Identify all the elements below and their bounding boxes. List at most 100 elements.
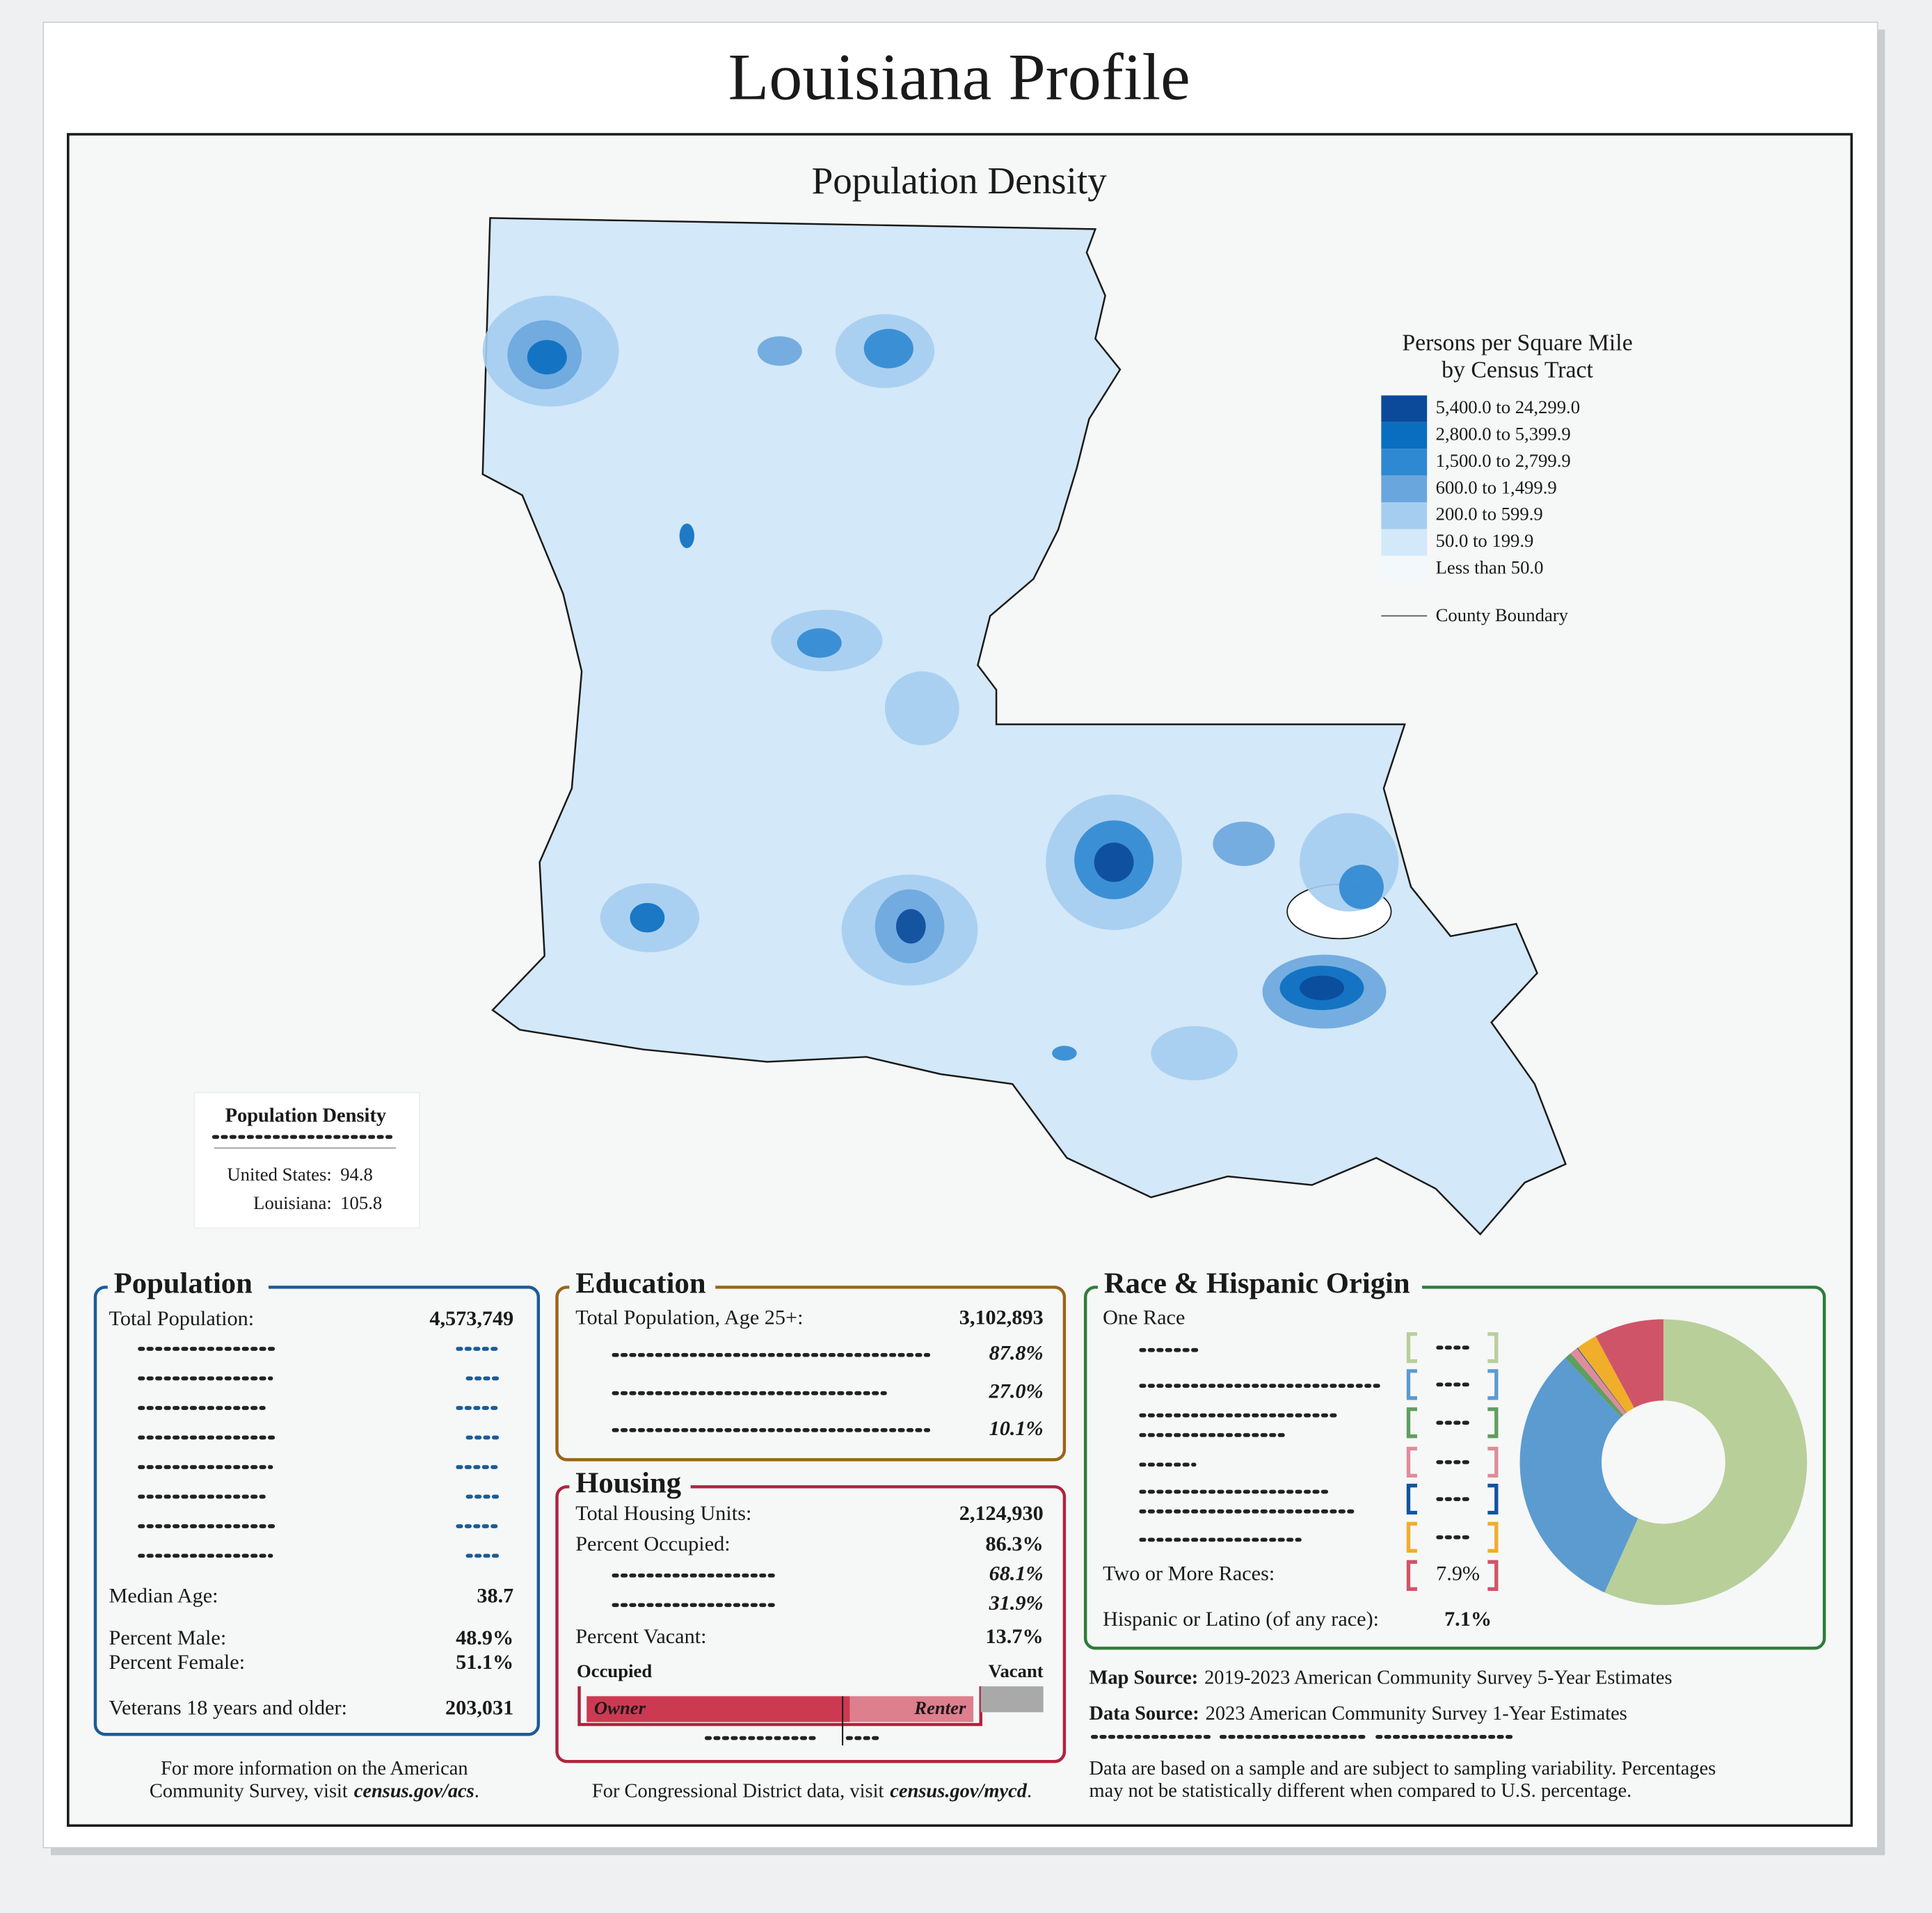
source-text: Data Source: 2023 American Community Surv… <box>1089 1702 1627 1724</box>
legend-swatch <box>1381 502 1428 529</box>
row-label: Total Population, Age 25+: <box>575 1305 803 1329</box>
section-box <box>555 1286 1067 1462</box>
text-part: Community Survey, visit <box>150 1780 348 1802</box>
text-part: Map Source: <box>1089 1667 1199 1688</box>
text-part: . <box>474 1780 479 1802</box>
legend-label: 5,400.0 to 24,299.0 <box>1436 397 1580 417</box>
text-part: . <box>1027 1780 1032 1802</box>
row-value: 203,031 <box>445 1696 513 1720</box>
section-title: Housing <box>575 1466 681 1499</box>
legend-label: Less than 50.0 <box>1436 557 1544 578</box>
bar-label: Occupied <box>577 1660 652 1681</box>
text-part: census.gov/acs <box>354 1780 474 1802</box>
density-label: Louisiana: <box>253 1192 332 1213</box>
section-box <box>93 1286 541 1736</box>
renter-bar <box>849 1696 974 1722</box>
donut-segment <box>1576 1347 1627 1414</box>
legend-label: 50.0 to 199.9 <box>1436 530 1534 551</box>
bracket <box>1406 1369 1499 1400</box>
row-label: Percent Occupied: <box>575 1532 730 1555</box>
legend-label: 2,800.0 to 5,399.9 <box>1436 423 1571 444</box>
legend-swatch <box>1381 555 1428 583</box>
density-area <box>1052 1046 1077 1061</box>
bracket <box>1406 1446 1499 1478</box>
legend-label: 1,500.0 to 2,799.9 <box>1436 450 1571 471</box>
legend-swatch <box>1381 395 1428 422</box>
title-backing <box>569 1466 691 1505</box>
row-value: 31.9% <box>989 1591 1044 1615</box>
donut-segment <box>1570 1348 1627 1416</box>
row-value: 13.7% <box>986 1624 1044 1648</box>
row-value: 68.1% <box>989 1562 1044 1585</box>
density-box <box>193 1091 420 1229</box>
row-value: 51.1% <box>456 1650 513 1674</box>
row-value: 48.9% <box>456 1626 513 1649</box>
row-value: 27.0% <box>989 1379 1044 1403</box>
text-part: Data Source: <box>1089 1702 1199 1724</box>
legend-title: by Census Tract <box>1442 358 1593 383</box>
title-backing <box>569 1267 716 1305</box>
bracket <box>1406 1560 1499 1591</box>
section-title: Education <box>575 1267 706 1300</box>
legend-swatch <box>1381 449 1428 476</box>
row-label: Total Population: <box>109 1306 255 1330</box>
row-label: Median Age: <box>109 1584 218 1608</box>
occupied-bracket <box>577 1686 982 1727</box>
row-value: 10.1% <box>989 1416 1044 1440</box>
legend-label: 200.0 to 599.9 <box>1436 504 1543 525</box>
density-area <box>895 909 926 944</box>
row-value: 3,102,893 <box>959 1305 1044 1329</box>
section-box <box>555 1485 1067 1763</box>
section-title: Population <box>114 1267 253 1300</box>
row-value: 86.3% <box>986 1532 1044 1555</box>
donut-segment <box>1577 1336 1634 1413</box>
donut-segment <box>1604 1319 1807 1606</box>
row-label: Total Housing Units: <box>575 1501 751 1525</box>
text-part: census.gov/mycd <box>890 1780 1027 1802</box>
note-text: Data are based on a sample and are subje… <box>1089 1758 1716 1779</box>
title-backing <box>107 1267 269 1305</box>
row-label: Hispanic or Latino (of any race): <box>1103 1607 1379 1631</box>
bracket <box>1406 1332 1499 1363</box>
section-title: Race & Hispanic Origin <box>1104 1267 1410 1300</box>
density-area <box>1094 842 1134 882</box>
note-text: may not be statistically different when … <box>1089 1780 1632 1802</box>
density-area <box>1213 822 1275 866</box>
density-value: 94.8 <box>340 1164 373 1185</box>
bar-label: Vacant <box>989 1660 1044 1681</box>
bracket <box>1406 1407 1499 1439</box>
text-part: For Congressional District data, visit <box>592 1780 884 1802</box>
row-value: 7.9% <box>1436 1562 1480 1585</box>
bracket <box>1406 1521 1499 1553</box>
bar-label: Owner <box>594 1697 646 1718</box>
density-area <box>1339 865 1384 909</box>
legend-label: County Boundary <box>1436 605 1569 625</box>
density-area <box>757 336 802 366</box>
footer-text: For Congressional District data, visit ce… <box>592 1780 1032 1802</box>
source-text: Map Source: 2019-2023 American Community … <box>1089 1667 1672 1688</box>
bracket <box>1406 1483 1499 1515</box>
density-area <box>527 339 567 375</box>
section-box <box>1083 1286 1826 1650</box>
density-label: United States: <box>227 1164 331 1185</box>
row-value: 4,573,749 <box>429 1306 513 1330</box>
row-label: Veterans 18 years and older: <box>109 1696 347 1720</box>
row-value: 2,124,930 <box>959 1501 1044 1525</box>
owner-bar <box>586 1696 850 1722</box>
density-area <box>679 523 695 548</box>
donut-segment <box>1519 1357 1638 1593</box>
density-title: Population Density <box>225 1105 387 1127</box>
density-value: 105.8 <box>340 1192 382 1213</box>
text-part: 2019-2023 American Community Survey 5-Ye… <box>1204 1667 1672 1688</box>
row-value: 7.1% <box>1444 1607 1492 1631</box>
donut-segment <box>1565 1353 1624 1418</box>
row-label: Percent Male: <box>109 1626 227 1649</box>
density-area <box>630 902 665 933</box>
legend-swatch <box>1381 475 1428 503</box>
text-part: 2023 American Community Survey 1-Year Es… <box>1206 1702 1627 1724</box>
footer-text: For more information on the American <box>161 1758 468 1779</box>
row-value: 38.7 <box>477 1584 513 1608</box>
donut-segment <box>1595 1319 1663 1408</box>
legend-swatch <box>1381 529 1428 556</box>
